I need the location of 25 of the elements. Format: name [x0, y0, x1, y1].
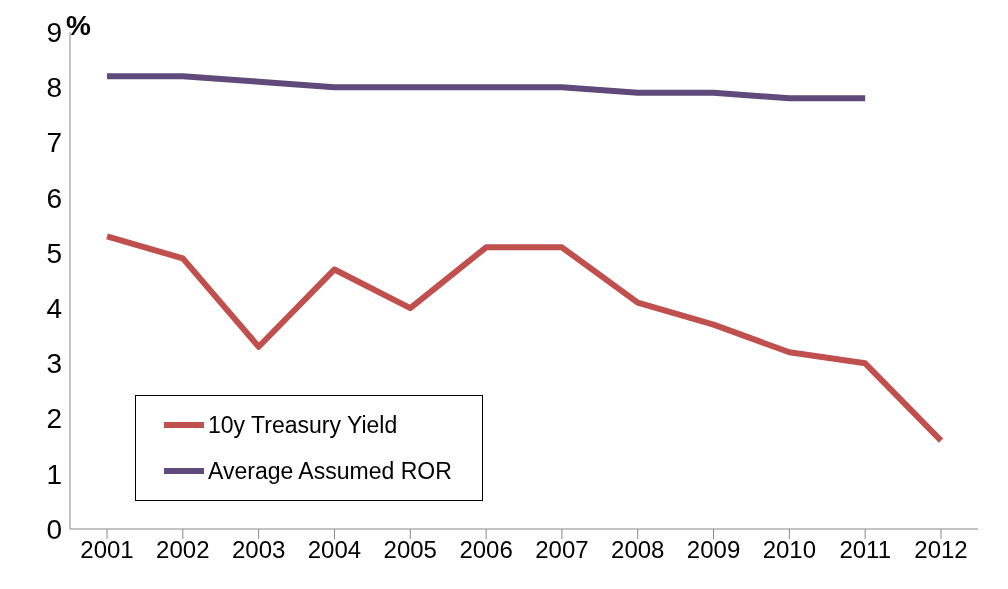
x-tick-label: 2009 [686, 536, 741, 564]
x-tick-label: 2001 [80, 536, 134, 564]
x-tick-label: 2003 [231, 536, 286, 564]
legend-label: 10y Treasury Yield [207, 410, 399, 440]
legend-label: Average Assumed ROR [207, 456, 452, 486]
x-tick-label: 2008 [611, 536, 665, 564]
y-tick-label: 1 [46, 458, 62, 490]
x-tick-label: 2012 [914, 536, 968, 564]
x-tick-label: 2007 [535, 536, 589, 564]
y-tick-label: 3 [46, 348, 62, 380]
y-tick-label: 0 [46, 513, 62, 545]
y-tick-label: 4 [46, 293, 62, 325]
y-axis-title: % [66, 10, 91, 42]
y-tick-label: 8 [46, 72, 62, 104]
y-tick-label: 6 [46, 182, 62, 214]
x-tick-label: 2005 [383, 536, 437, 564]
y-tick-label: 5 [46, 237, 62, 269]
x-tick-label: 2004 [307, 536, 362, 564]
x-tick-label: 2010 [762, 536, 817, 564]
x-tick-label: 2006 [459, 536, 513, 564]
y-tick-label: 7 [46, 127, 62, 159]
x-tick-label: 2011 [839, 536, 891, 564]
x-tick-label: 2002 [156, 536, 210, 564]
y-tick-label: 2 [46, 403, 62, 435]
y-tick-label: 9 [46, 16, 62, 48]
